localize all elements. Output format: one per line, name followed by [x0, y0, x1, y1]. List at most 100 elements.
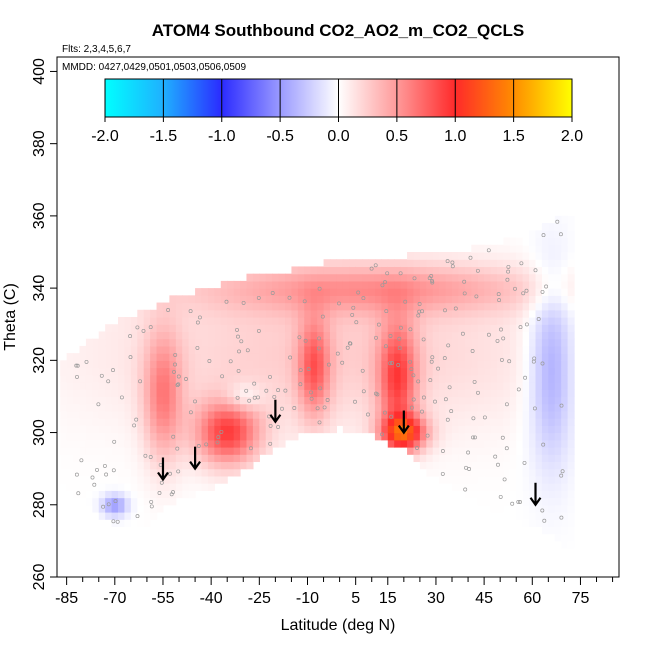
field-cell [368, 360, 376, 369]
field-cell [162, 302, 170, 311]
field-cell [124, 345, 132, 354]
sample-point [518, 325, 523, 330]
field-cell [304, 309, 312, 318]
sample-point [443, 397, 448, 402]
field-cell [291, 338, 299, 347]
field-cell [349, 418, 357, 426]
field-cell [214, 475, 222, 484]
field-cell [413, 360, 421, 369]
field-cell [150, 418, 158, 426]
field-cell [137, 331, 145, 340]
field-cell [60, 410, 68, 419]
field-cell [381, 288, 389, 296]
sample-point [559, 473, 564, 478]
field-cell [175, 353, 183, 361]
field-cell [407, 396, 415, 405]
field-cell [297, 345, 305, 354]
field-cell [432, 410, 440, 419]
field-cell [548, 331, 556, 340]
field-cell [233, 280, 241, 289]
sample-point [119, 395, 124, 400]
field-cell [214, 454, 222, 463]
field-cell [529, 475, 537, 484]
field-cell [541, 338, 549, 347]
field-cell [439, 475, 447, 484]
field-cell [400, 317, 408, 325]
field-cell [285, 338, 293, 347]
field-cell [394, 266, 402, 275]
field-cell [458, 360, 466, 369]
field-cell [464, 331, 472, 340]
field-cell [85, 439, 93, 448]
sample-point [425, 433, 430, 438]
field-cell [407, 331, 415, 340]
sample-point [555, 219, 560, 224]
field-cell [246, 345, 254, 354]
field-cell [342, 374, 350, 383]
field-cell [98, 403, 106, 412]
field-cell [477, 360, 485, 369]
field-cell [150, 454, 158, 463]
field-cell [535, 280, 543, 289]
field-cell [413, 367, 421, 376]
field-cell [130, 468, 138, 477]
field-cell [535, 475, 543, 484]
sample-point [466, 450, 471, 455]
field-cell [285, 302, 293, 311]
field-cell [490, 317, 498, 325]
field-cell [182, 483, 190, 491]
field-cell [567, 360, 575, 369]
field-cell [201, 374, 209, 383]
field-cell [535, 512, 543, 520]
field-cell [323, 280, 331, 289]
field-cell [355, 295, 363, 304]
field-cell [105, 396, 113, 405]
field-cell [567, 418, 575, 426]
field-cell [124, 425, 132, 434]
field-cell [362, 331, 370, 340]
field-cell [503, 302, 511, 311]
field-cell [66, 389, 74, 398]
field-cell [130, 461, 138, 470]
field-cell [188, 439, 196, 448]
field-cell [105, 367, 113, 376]
field-cell [400, 288, 408, 296]
field-cell [509, 418, 517, 426]
field-cell [355, 266, 363, 275]
field-cell [60, 475, 68, 484]
field-cell [509, 425, 517, 434]
field-cell [355, 374, 363, 383]
field-cell [207, 468, 215, 477]
field-cell [323, 266, 331, 275]
field-cell [458, 295, 466, 304]
sample-point [385, 271, 390, 276]
field-cell [387, 309, 395, 318]
field-cell [554, 439, 562, 448]
sample-point [287, 295, 292, 300]
field-cell [484, 302, 492, 311]
field-cell [137, 418, 145, 426]
field-cell [156, 309, 164, 318]
field-cell [561, 396, 569, 405]
field-cell [291, 317, 299, 325]
field-cell [291, 345, 299, 354]
field-cell [111, 374, 119, 383]
field-cell [394, 288, 402, 296]
field-cell [130, 317, 138, 325]
field-cell [522, 461, 530, 470]
field-cell [477, 324, 485, 333]
field-cell [503, 338, 511, 347]
field-cell [374, 425, 382, 434]
field-cell [477, 244, 485, 253]
field-cell [509, 288, 517, 296]
field-cell [503, 410, 511, 419]
field-cell [336, 280, 344, 289]
field-cell [291, 331, 299, 340]
field-cell [464, 382, 472, 390]
field-cell [490, 403, 498, 412]
field-cell [490, 410, 498, 419]
field-cell [317, 288, 325, 296]
field-cell [304, 367, 312, 376]
field-cell [60, 382, 68, 390]
sample-point [473, 435, 477, 440]
